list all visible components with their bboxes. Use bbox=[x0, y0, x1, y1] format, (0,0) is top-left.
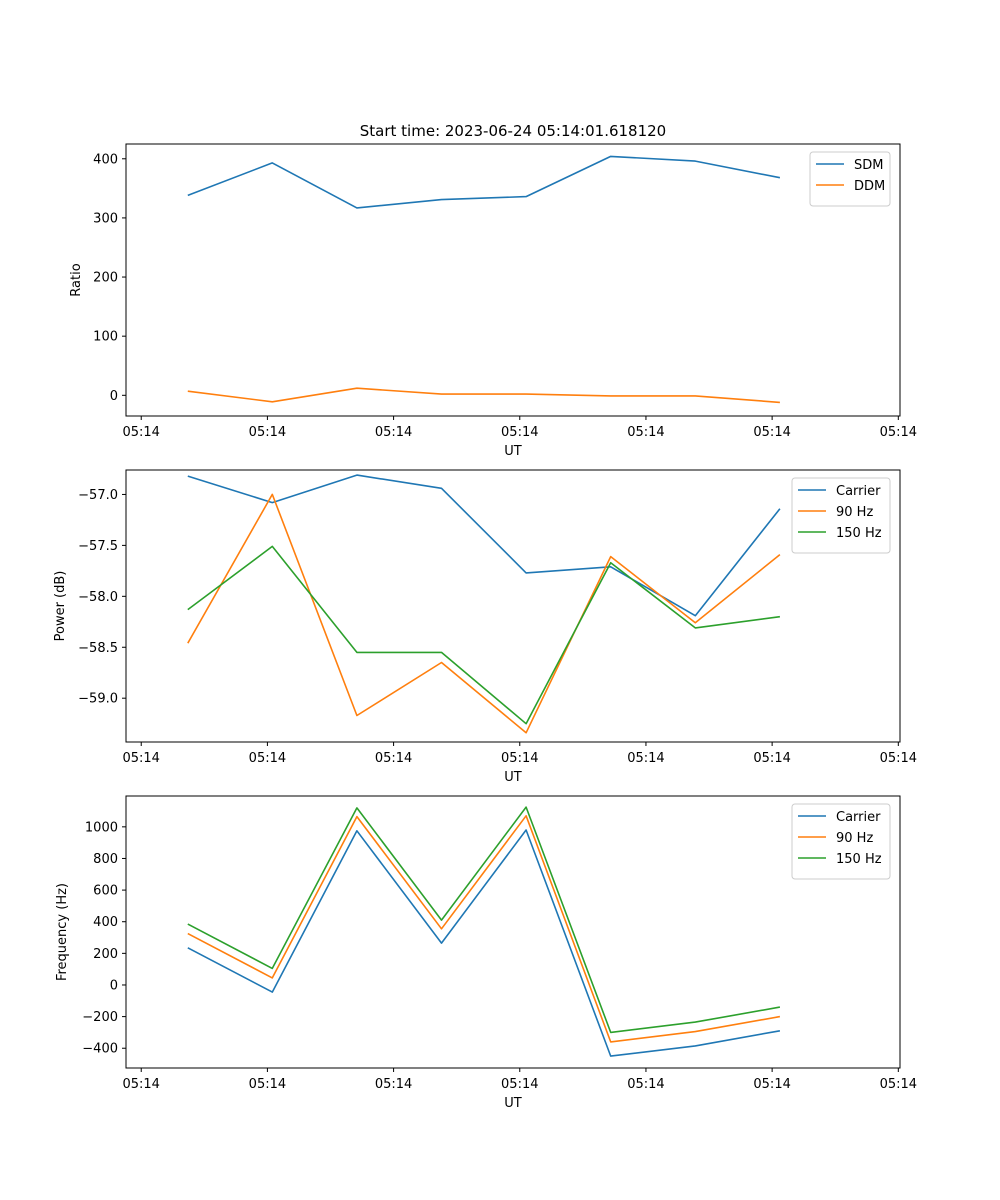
ratio-series-line-sdm bbox=[187, 155, 781, 209]
power-series-line-150-hz bbox=[187, 545, 781, 725]
figure-title: Start time: 2023-06-24 05:14:01.618120 bbox=[360, 122, 666, 140]
power-plot-area bbox=[126, 470, 900, 742]
power-x-tick-label: 05:14 bbox=[249, 751, 286, 766]
frequency-series-line-90-hz bbox=[187, 814, 781, 1043]
frequency-series-line-150-hz bbox=[187, 806, 781, 1034]
power-legend-label-150-hz: 150 Hz bbox=[836, 526, 882, 541]
ratio-y-tick-label: 400 bbox=[93, 152, 118, 167]
power-y-tick-label: −59.0 bbox=[78, 692, 118, 707]
power-axes-frame bbox=[125, 469, 901, 743]
frequency-legend-label-carrier: Carrier bbox=[836, 810, 881, 825]
power-y-tick-label: −57.0 bbox=[78, 488, 118, 503]
frequency-series-line-carrier bbox=[187, 829, 781, 1057]
frequency-x-tick-label: 05:14 bbox=[122, 1077, 159, 1092]
frequency-x-tick-label: 05:14 bbox=[627, 1077, 664, 1092]
power-series-line-carrier bbox=[187, 474, 781, 617]
power-y-tick-label: −58.0 bbox=[78, 590, 118, 605]
ratio-y-tick-label: 100 bbox=[93, 330, 118, 345]
power-legend-label-90-hz: 90 Hz bbox=[836, 505, 873, 520]
power-series-line-90-hz bbox=[187, 493, 781, 734]
power-x-tick-label: 05:14 bbox=[627, 751, 664, 766]
frequency-y-axis-label: Frequency (Hz) bbox=[55, 883, 70, 981]
power-legend-label-carrier: Carrier bbox=[836, 484, 881, 499]
ratio-y-tick-label: 0 bbox=[110, 389, 118, 404]
frequency-x-axis-label: UT bbox=[504, 1096, 522, 1111]
ratio-x-axis-label: UT bbox=[504, 444, 522, 459]
ratio-legend-box bbox=[809, 151, 891, 207]
frequency-x-tick-label: 05:14 bbox=[880, 1077, 917, 1092]
frequency-y-tick-label: 1000 bbox=[85, 820, 118, 835]
frequency-legend-label-150-hz: 150 Hz bbox=[836, 852, 882, 867]
power-x-tick-label: 05:14 bbox=[122, 751, 159, 766]
power-y-tick-label: −58.5 bbox=[78, 641, 118, 656]
ratio-x-tick-label: 05:14 bbox=[122, 425, 159, 440]
power-x-tick-label: 05:14 bbox=[375, 751, 412, 766]
ratio-x-tick-label: 05:14 bbox=[249, 425, 286, 440]
ratio-y-axis-label: Ratio bbox=[69, 263, 84, 296]
frequency-y-tick-label: 200 bbox=[93, 947, 118, 962]
subplot-frequency: −400 −200 0 200 400 600 800 1000 05:14 05:14 05:14… bbox=[55, 795, 917, 1111]
frequency-x-tick-label: 05:14 bbox=[753, 1077, 790, 1092]
ratio-x-tick-label: 05:14 bbox=[753, 425, 790, 440]
power-x-tick-label: 05:14 bbox=[880, 751, 917, 766]
frequency-legend-box bbox=[791, 803, 891, 880]
ratio-x-tick-label: 05:14 bbox=[880, 425, 917, 440]
frequency-x-tick-label: 05:14 bbox=[501, 1077, 538, 1092]
ratio-y-tick-label: 200 bbox=[93, 271, 118, 286]
frequency-y-tick-label: 600 bbox=[93, 884, 118, 899]
ratio-y-tick-label: 300 bbox=[93, 211, 118, 226]
ratio-x-tick-label: 05:14 bbox=[627, 425, 664, 440]
power-y-axis-label: Power (dB) bbox=[53, 571, 68, 642]
frequency-plot-area bbox=[126, 796, 900, 1068]
subplot-ratio: 0 100 200 300 400 05:14 05:14 05:14 05:14 05:14 05… bbox=[69, 143, 917, 459]
ratio-axes-frame bbox=[125, 143, 901, 417]
power-x-tick-label: 05:14 bbox=[753, 751, 790, 766]
ratio-x-tick-label: 05:14 bbox=[375, 425, 412, 440]
power-x-axis-label: UT bbox=[504, 770, 522, 785]
power-x-tick-label: 05:14 bbox=[501, 751, 538, 766]
power-y-tick-label: −57.5 bbox=[78, 539, 118, 554]
ratio-series-line-ddm bbox=[187, 387, 780, 404]
power-legend-box bbox=[791, 477, 891, 554]
frequency-y-tick-label: 800 bbox=[93, 852, 118, 867]
frequency-axes-frame bbox=[125, 795, 901, 1069]
subplot-power: −59.0 −58.5 −58.0 −57.5 −57.0 05:14 05:14 05:14… bbox=[53, 469, 917, 785]
frequency-y-tick-label: 400 bbox=[93, 915, 118, 930]
ratio-legend-label-sdm: SDM bbox=[854, 158, 883, 173]
frequency-x-tick-label: 05:14 bbox=[249, 1077, 286, 1092]
ratio-legend-label-ddm: DDM bbox=[854, 179, 885, 194]
frequency-y-tick-label: −400 bbox=[82, 1042, 118, 1057]
frequency-y-tick-label: −200 bbox=[82, 1010, 118, 1025]
frequency-x-tick-label: 05:14 bbox=[375, 1077, 412, 1092]
frequency-legend-label-90-hz: 90 Hz bbox=[836, 831, 873, 846]
ratio-plot-area bbox=[126, 144, 900, 416]
ratio-x-tick-label: 05:14 bbox=[501, 425, 538, 440]
frequency-y-tick-label: 0 bbox=[110, 978, 118, 993]
